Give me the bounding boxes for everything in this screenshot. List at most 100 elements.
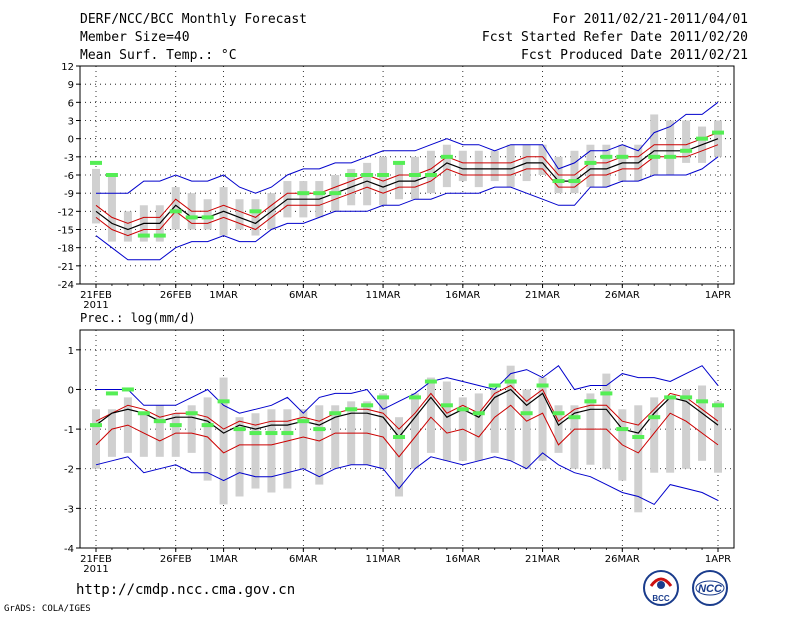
temp-obs-marker	[201, 215, 214, 220]
temp-ensemble-box	[490, 150, 499, 182]
precip-obs-marker	[361, 403, 374, 408]
temp-ensemble-box	[426, 150, 435, 194]
precip-x-tick-label: 21FEB	[80, 554, 112, 565]
precip-ensemble-box	[267, 409, 276, 493]
precip-obs-marker	[217, 399, 230, 404]
precip-upper-line	[95, 384, 719, 430]
temp-obs-marker	[648, 154, 661, 159]
precip-ensemble-box	[442, 381, 451, 461]
precip-x-tick-label: 21MAR	[525, 554, 560, 565]
temp-obs-marker	[712, 130, 724, 135]
precip-obs-marker	[137, 411, 150, 416]
precip-obs-marker	[313, 427, 326, 432]
precip-obs-marker	[233, 427, 246, 432]
member-size: Member Size=40	[80, 30, 190, 45]
temp-obs-marker	[105, 173, 118, 177]
temp-ensemble-box	[107, 175, 116, 242]
precip-ensemble-box	[570, 405, 579, 469]
temp-ensemble-box	[458, 150, 467, 182]
precip-obs-marker	[265, 431, 278, 436]
precip-obs-marker	[345, 407, 358, 412]
precip-obs-marker	[536, 383, 549, 388]
temp-ensemble-box	[570, 150, 579, 194]
precip-x-tick-label: 6MAR	[289, 554, 318, 565]
precip-x-year-label: 2011	[83, 564, 108, 575]
temp-obs-marker	[440, 154, 453, 159]
precip-ensemble-box	[410, 393, 419, 469]
precip-obs-marker	[424, 379, 437, 384]
temp-ensemble-box	[203, 199, 212, 230]
temp-y-tick-label: -15	[58, 226, 74, 237]
temp-ensemble-box	[363, 162, 372, 206]
ncc-logo: NCC	[692, 570, 728, 606]
temp-obs-marker	[90, 160, 102, 165]
precip-ensemble-box	[554, 405, 563, 453]
precip-obs-marker	[329, 411, 342, 416]
precip-obs-marker	[440, 403, 453, 408]
temp-y-tick-label: -3	[64, 153, 74, 164]
temperature-panel: -24 -21 -18 -15 -12 -9 -6 -3 0 3 6 9 12 21FEB 26FEB 1MA…	[58, 62, 735, 311]
precip-ensemble-box	[522, 389, 531, 469]
precip-x-tick-label: 1MAR	[209, 554, 238, 565]
temp-obs-marker	[329, 191, 342, 196]
precip-ensemble-box	[331, 405, 340, 469]
temp-ensemble-box	[235, 199, 244, 230]
precip-y-tick-label: -1	[64, 425, 74, 436]
footer-url[interactable]: http://cmdp.ncc.cma.gov.cn	[76, 582, 296, 598]
forecast-started-date: Fcst Started Refer Date 2011/02/20	[481, 30, 748, 45]
temp-obs-marker	[568, 179, 581, 184]
temp-y-tick-label: -24	[58, 280, 74, 291]
precip-obs-marker	[488, 383, 501, 388]
chart-title: DERF/NCC/BCC Monthly Forecast	[80, 12, 307, 27]
temp-x-tick-label: 21FEB	[80, 290, 112, 301]
temp-obs-marker	[361, 173, 374, 177]
temp-x-tick-label: 26MAR	[605, 290, 640, 301]
precip-ensemble-box	[602, 373, 611, 469]
precip-obs-marker	[456, 407, 469, 412]
precip-lower-line	[95, 404, 719, 458]
temp-ensemble-box	[506, 144, 515, 188]
temp-obs-marker	[153, 233, 166, 238]
precip-ensemble-box	[315, 405, 324, 485]
precip-ensemble-box	[666, 397, 675, 473]
forecast-produced-date: Fcst Produced Date 2011/02/21	[521, 48, 748, 63]
precip-ensemble-box	[203, 397, 212, 481]
precip-obs-marker	[552, 411, 565, 416]
temp-y-tick-label: 6	[68, 98, 74, 109]
temp-obs-marker	[552, 179, 565, 184]
temp-ensemble-box	[410, 156, 419, 200]
precip-obs-marker	[664, 395, 677, 400]
precip-obs-marker	[600, 391, 613, 396]
precip-obs-marker	[90, 423, 102, 428]
temp-min-line	[95, 156, 719, 261]
precip-ensemble-box	[379, 393, 388, 469]
precip-x-tick-label: 16MAR	[445, 554, 480, 565]
precip-x-tick-label: 26MAR	[605, 554, 640, 565]
temp-x-tick-label: 16MAR	[445, 290, 480, 301]
temp-ensemble-box	[442, 144, 451, 188]
precip-x-tick-label: 1APR	[705, 554, 731, 565]
temp-x-tick-label: 26FEB	[160, 290, 192, 301]
precip-ensemble-box	[235, 417, 244, 497]
temp-obs-marker	[297, 191, 310, 196]
precip-ensemble-box	[219, 377, 228, 505]
temp-ensemble-box	[586, 144, 595, 188]
precip-ensemble-box	[634, 405, 643, 513]
temp-obs-marker	[680, 148, 693, 153]
precip-y-tick-label: 0	[68, 385, 74, 396]
precip-obs-marker	[153, 419, 166, 424]
precip-ensemble-box	[650, 397, 659, 473]
precip-ensemble-box	[490, 389, 499, 453]
precip-obs-marker	[632, 435, 645, 440]
temp-obs-marker	[600, 154, 613, 159]
precip-y-tick-label: 1	[68, 346, 74, 357]
precip-obs-marker	[504, 379, 517, 384]
temp-obs-marker	[616, 154, 629, 159]
forecast-period: For 2011/02/21-2011/04/01	[552, 12, 748, 27]
precip-obs-marker	[169, 423, 182, 428]
temp-ensemble-box	[171, 187, 180, 230]
temp-obs-marker	[249, 209, 262, 214]
precip-mean-line	[95, 388, 719, 438]
temp-obs-marker	[137, 233, 150, 238]
